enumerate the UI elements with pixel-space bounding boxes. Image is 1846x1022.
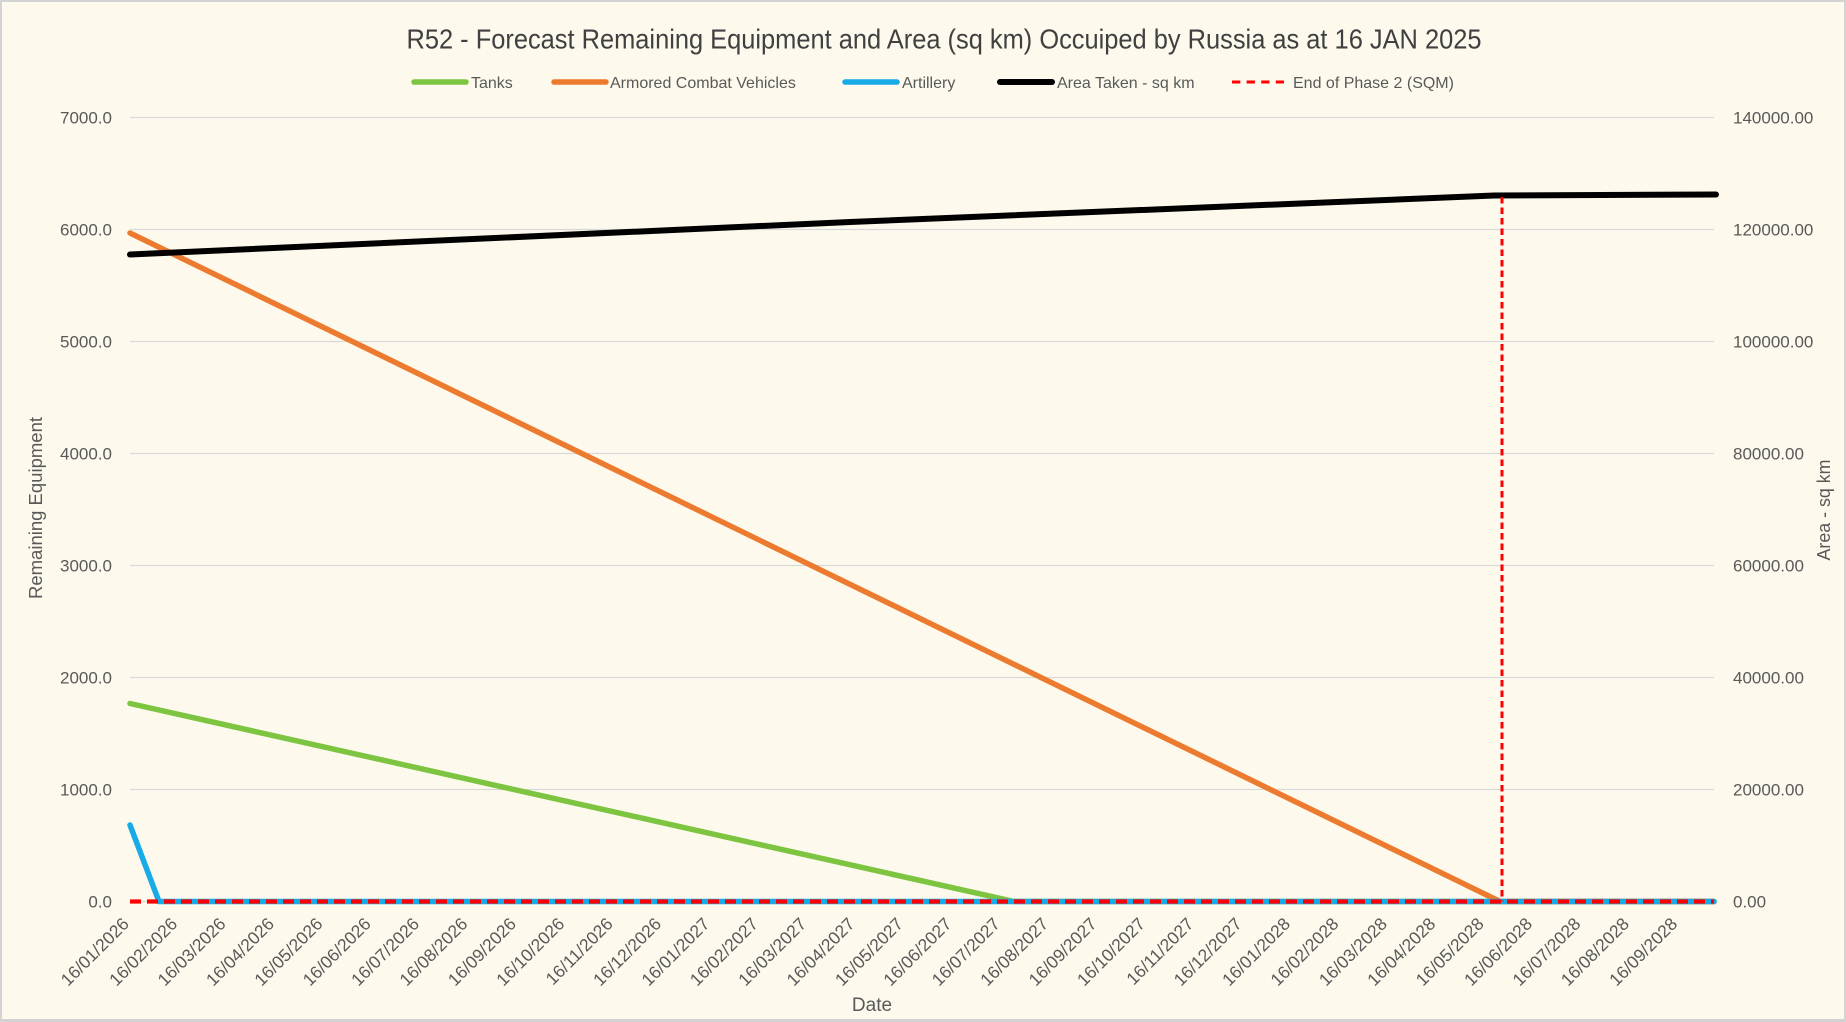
- svg-text:100000.00: 100000.00: [1733, 333, 1813, 352]
- svg-text:7000.0: 7000.0: [60, 109, 112, 128]
- svg-text:40000.00: 40000.00: [1733, 669, 1804, 688]
- svg-text:4000.0: 4000.0: [60, 445, 112, 464]
- svg-text:80000.00: 80000.00: [1733, 445, 1804, 464]
- svg-text:0.0: 0.0: [88, 893, 112, 912]
- svg-text:R52 - Forecast Remaining Equip: R52 - Forecast Remaining Equipment and A…: [407, 24, 1482, 55]
- svg-text:Tanks: Tanks: [471, 75, 513, 92]
- svg-text:Area - sq km: Area - sq km: [1814, 460, 1834, 561]
- svg-text:Date: Date: [852, 995, 892, 1016]
- svg-text:2000.0: 2000.0: [60, 669, 112, 688]
- svg-text:5000.0: 5000.0: [60, 333, 112, 352]
- svg-text:Artillery: Artillery: [902, 75, 955, 92]
- svg-text:Remaining Equipment: Remaining Equipment: [26, 417, 46, 599]
- svg-text:140000.00: 140000.00: [1733, 109, 1813, 128]
- svg-text:1000.0: 1000.0: [60, 781, 112, 800]
- svg-text:120000.00: 120000.00: [1733, 221, 1813, 240]
- svg-text:Armored Combat Vehicles: Armored Combat Vehicles: [610, 75, 796, 92]
- svg-text:Area Taken - sq km: Area Taken - sq km: [1057, 75, 1195, 92]
- svg-text:0.00: 0.00: [1733, 893, 1766, 912]
- svg-text:6000.0: 6000.0: [60, 221, 112, 240]
- svg-text:60000.00: 60000.00: [1733, 557, 1804, 576]
- svg-text:3000.0: 3000.0: [60, 557, 112, 576]
- svg-text:20000.00: 20000.00: [1733, 781, 1804, 800]
- svg-text:End of Phase 2 (SQM): End of Phase 2 (SQM): [1293, 75, 1454, 92]
